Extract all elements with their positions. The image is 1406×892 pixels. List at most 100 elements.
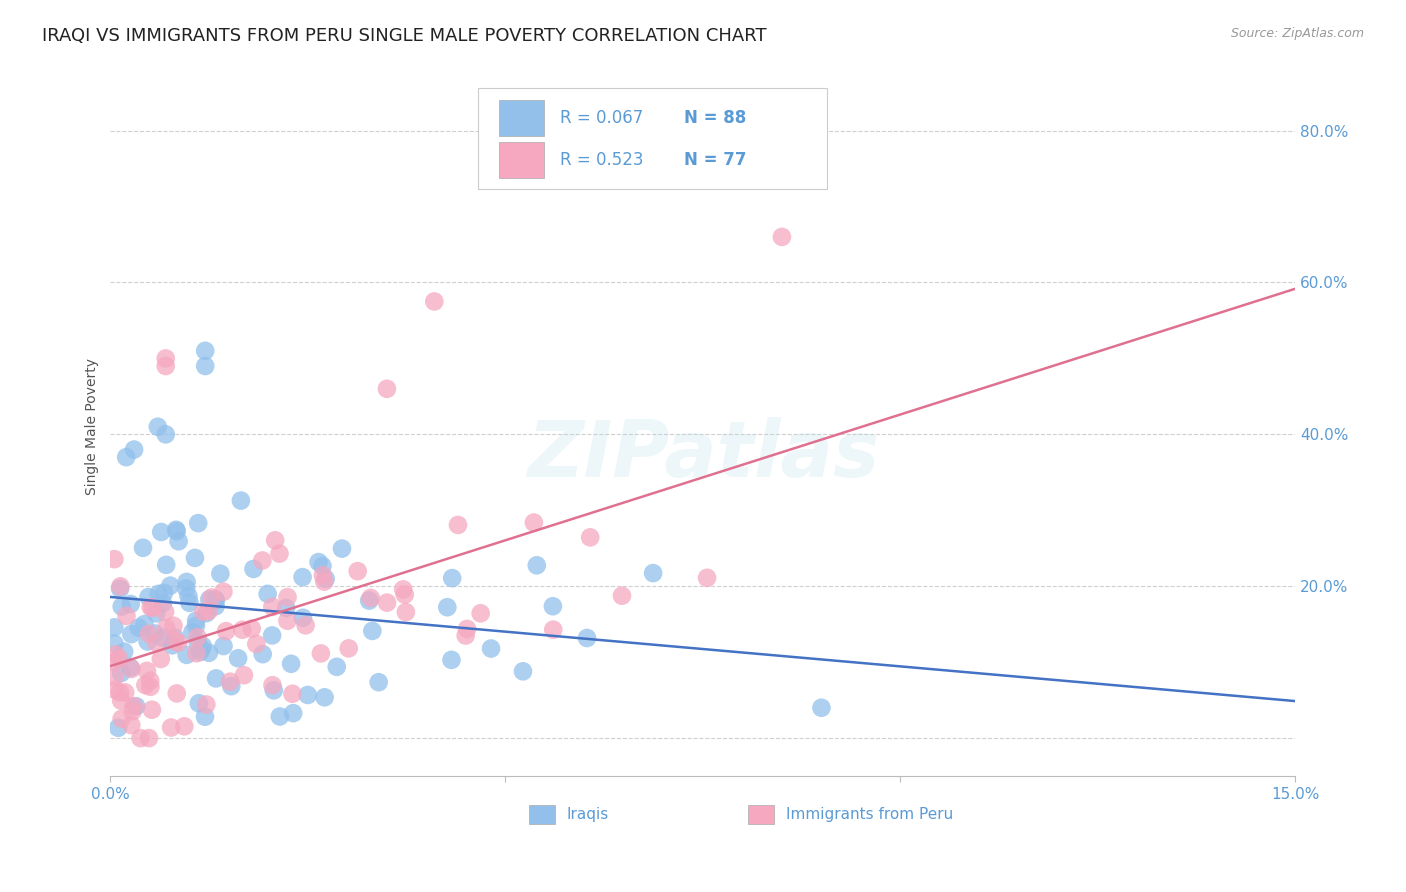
- Point: [262, 678, 284, 692]
- Point: [269, 547, 291, 561]
- Point: [359, 593, 381, 607]
- Point: [456, 622, 478, 636]
- Point: [110, 693, 132, 707]
- Point: [269, 709, 291, 723]
- Point: [277, 590, 299, 604]
- Point: [204, 593, 226, 607]
- Point: [103, 655, 125, 669]
- Point: [186, 614, 208, 628]
- Point: [112, 645, 135, 659]
- Point: [160, 721, 183, 735]
- Point: [104, 682, 127, 697]
- Point: [541, 623, 564, 637]
- Point: [122, 699, 145, 714]
- Point: [523, 516, 546, 530]
- Point: [166, 686, 188, 700]
- Point: [155, 351, 177, 366]
- Point: [103, 620, 125, 634]
- Text: Iraqis: Iraqis: [567, 807, 609, 822]
- Point: [219, 674, 242, 689]
- Point: [122, 442, 145, 457]
- Text: R = 0.523: R = 0.523: [560, 152, 643, 169]
- Point: [215, 624, 238, 639]
- Point: [576, 631, 599, 645]
- Point: [108, 685, 131, 699]
- Point: [479, 641, 502, 656]
- Point: [187, 635, 209, 649]
- Point: [195, 698, 218, 712]
- Point: [184, 550, 207, 565]
- Point: [252, 647, 274, 661]
- Point: [233, 668, 256, 682]
- Point: [204, 599, 226, 614]
- Point: [139, 680, 162, 694]
- Point: [145, 635, 167, 649]
- Point: [120, 660, 142, 674]
- Point: [195, 606, 218, 620]
- Point: [245, 637, 267, 651]
- Point: [138, 627, 160, 641]
- Point: [115, 450, 138, 464]
- Point: [153, 586, 176, 600]
- Point: [770, 230, 793, 244]
- Text: Source: ZipAtlas.com: Source: ZipAtlas.com: [1230, 27, 1364, 40]
- Point: [280, 657, 302, 671]
- Point: [155, 427, 177, 442]
- Point: [165, 631, 187, 645]
- Point: [134, 617, 156, 632]
- Point: [512, 665, 534, 679]
- Y-axis label: Single Male Poverty: Single Male Poverty: [86, 359, 100, 495]
- Point: [108, 651, 131, 665]
- Point: [201, 591, 224, 605]
- FancyBboxPatch shape: [529, 805, 555, 824]
- Point: [143, 626, 166, 640]
- Point: [188, 645, 211, 659]
- Point: [120, 627, 142, 641]
- FancyBboxPatch shape: [748, 805, 775, 824]
- Point: [436, 600, 458, 615]
- Point: [326, 660, 349, 674]
- Point: [190, 642, 212, 657]
- Point: [120, 597, 142, 611]
- Point: [103, 636, 125, 650]
- Point: [308, 555, 330, 569]
- Point: [394, 588, 416, 602]
- Point: [179, 596, 201, 610]
- Point: [115, 608, 138, 623]
- Point: [121, 704, 143, 718]
- Point: [297, 688, 319, 702]
- Point: [162, 638, 184, 652]
- Point: [174, 582, 197, 596]
- Point: [186, 646, 208, 660]
- Point: [423, 294, 446, 309]
- Point: [181, 625, 204, 640]
- Point: [110, 579, 132, 593]
- Point: [291, 611, 314, 625]
- Point: [276, 614, 298, 628]
- Point: [276, 601, 298, 615]
- Point: [152, 596, 174, 610]
- Point: [375, 596, 398, 610]
- Point: [103, 552, 125, 566]
- Point: [136, 634, 159, 648]
- FancyBboxPatch shape: [499, 100, 544, 136]
- Point: [810, 700, 832, 714]
- Point: [696, 571, 718, 585]
- Point: [240, 622, 263, 636]
- Point: [314, 574, 336, 589]
- Point: [167, 534, 190, 549]
- Point: [162, 619, 184, 633]
- Point: [141, 703, 163, 717]
- Point: [395, 605, 418, 619]
- Point: [309, 647, 332, 661]
- Point: [134, 678, 156, 692]
- Point: [107, 721, 129, 735]
- Point: [643, 566, 665, 580]
- Point: [153, 605, 176, 619]
- Point: [108, 582, 131, 596]
- Point: [184, 619, 207, 633]
- Point: [541, 599, 564, 614]
- Point: [367, 675, 389, 690]
- Point: [252, 553, 274, 567]
- Point: [155, 558, 177, 572]
